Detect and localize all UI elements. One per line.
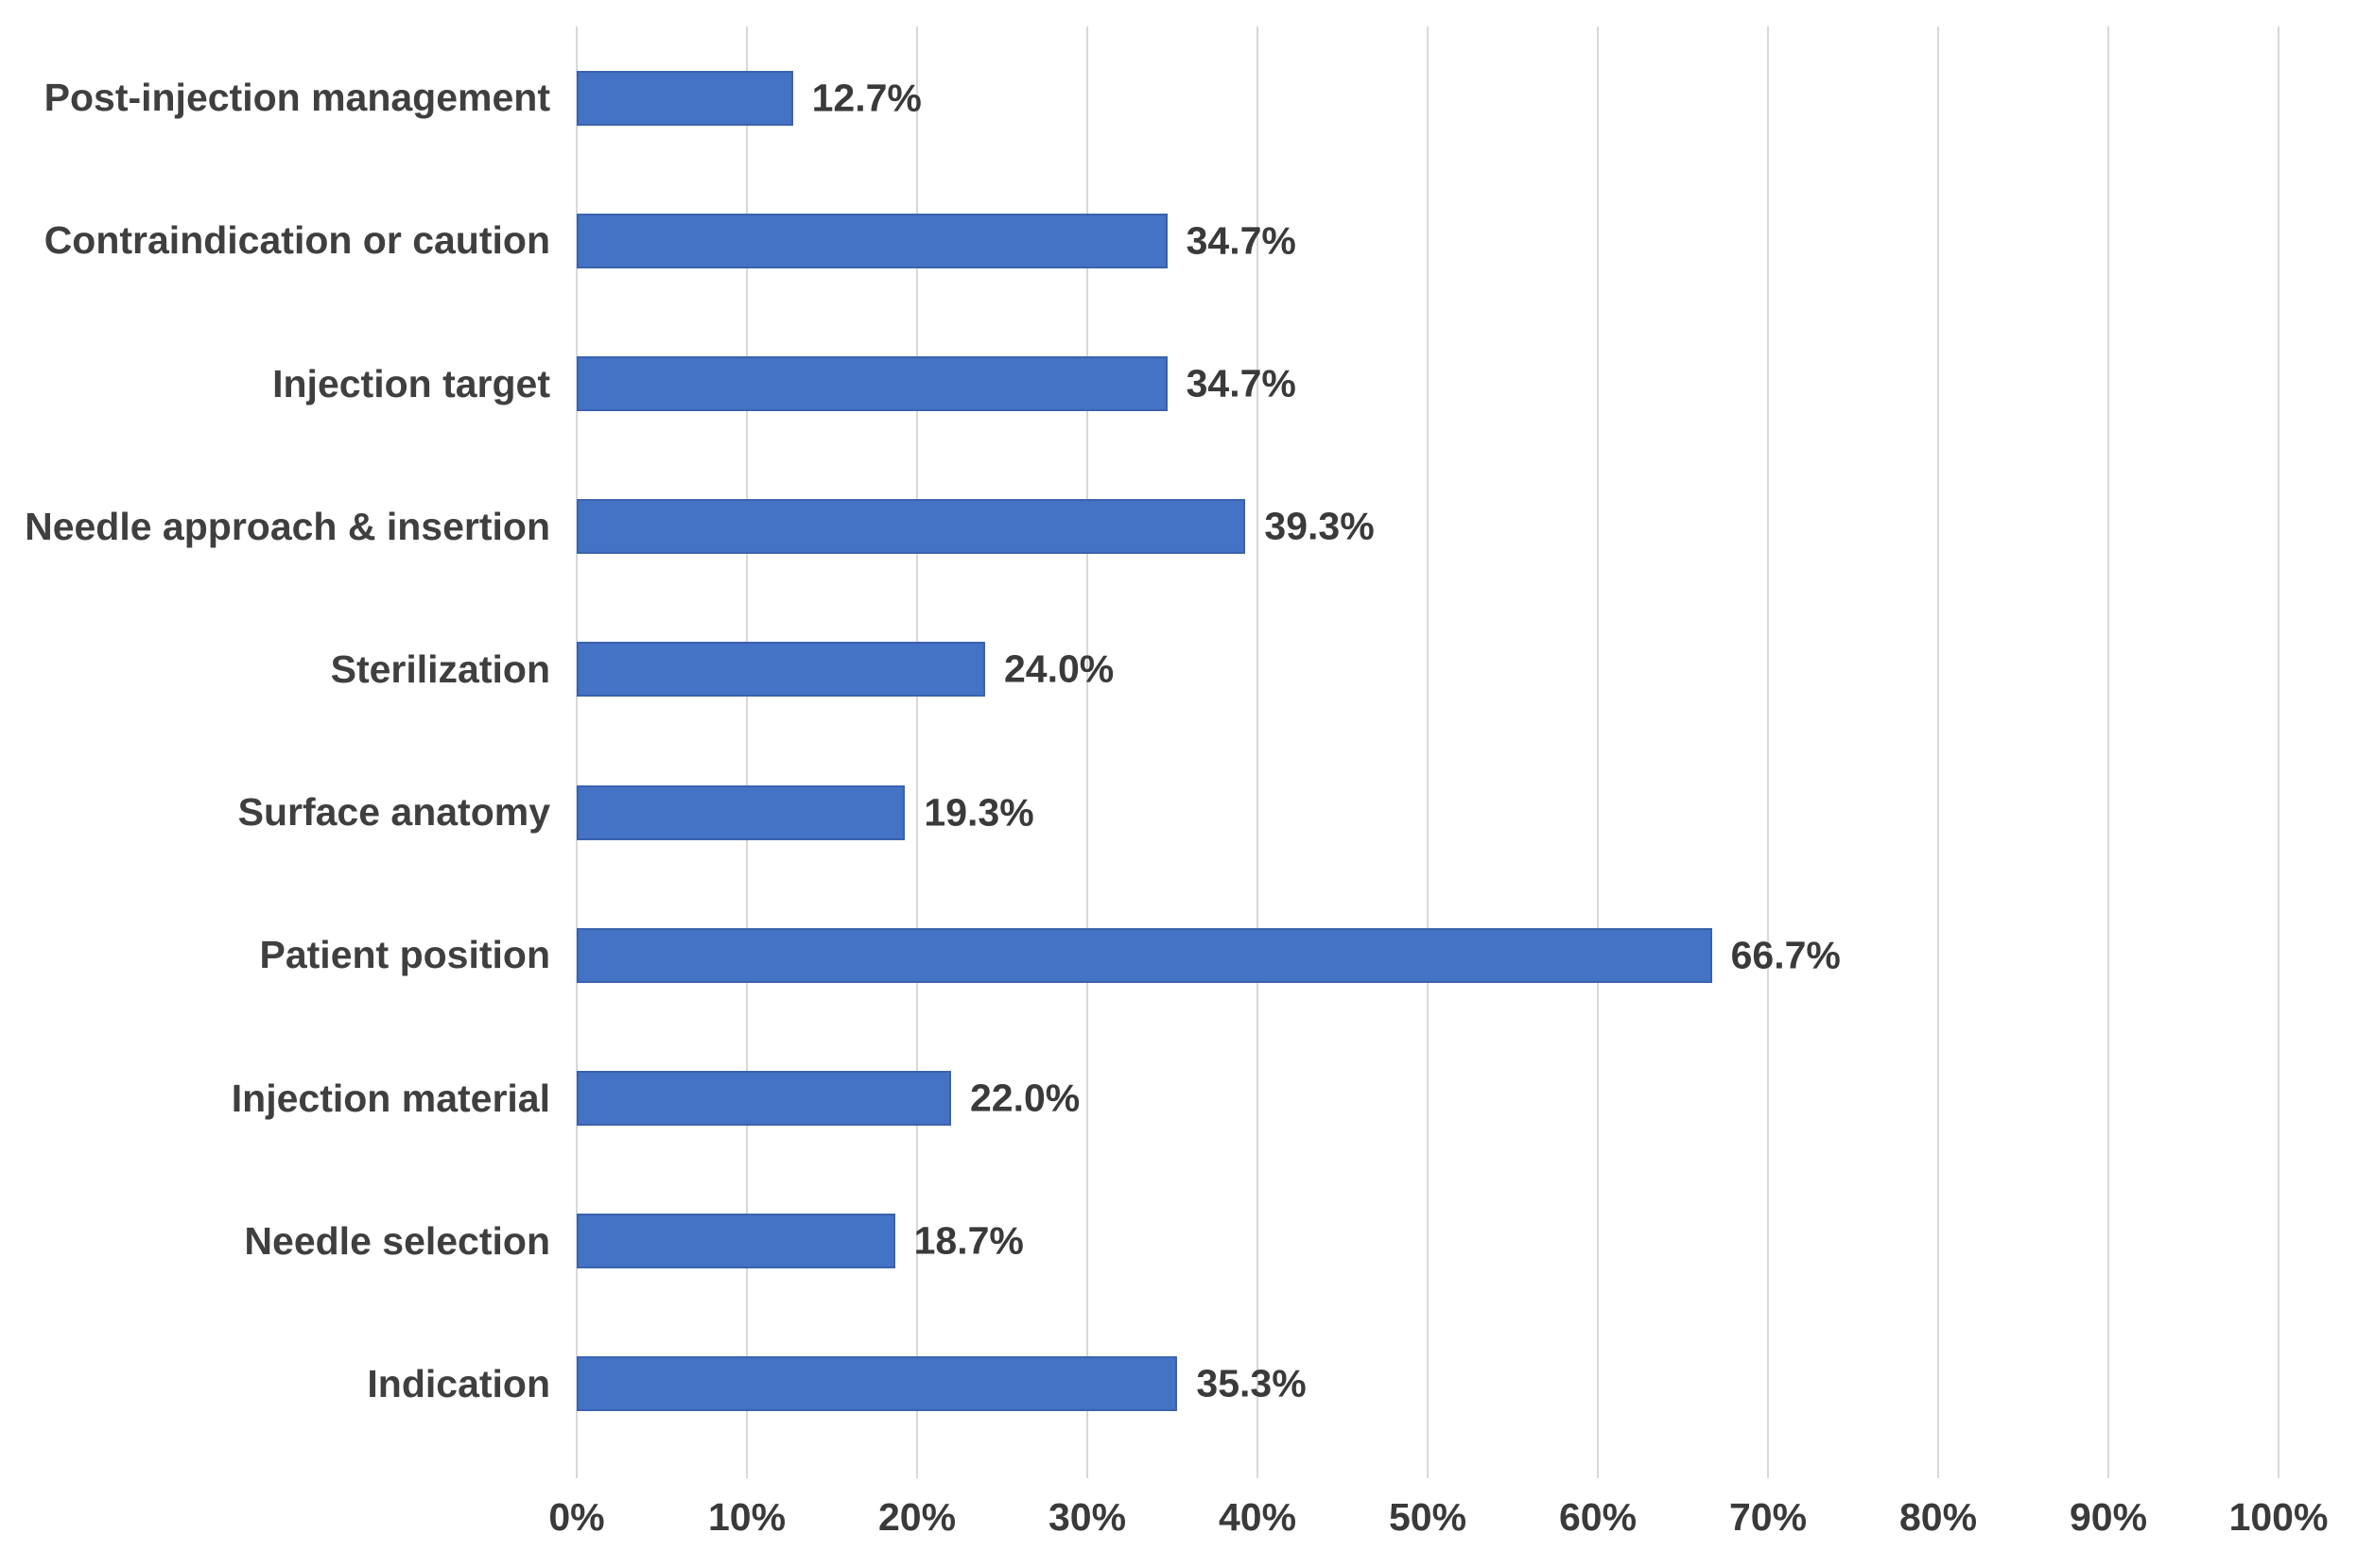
bar [577, 642, 985, 698]
bar [577, 213, 1168, 268]
x-tick-label: 90% [2069, 1495, 2148, 1539]
bar [577, 499, 1246, 555]
gridline [746, 26, 748, 1478]
x-tick-label: 10% [707, 1495, 787, 1539]
value-label: 18.7% [913, 1218, 1024, 1263]
bar [577, 70, 793, 126]
value-label: 34.7% [1186, 361, 1296, 405]
category-label: Indication [367, 1361, 550, 1405]
bar-row: Needle selection 18.7% [0, 1170, 2357, 1313]
bar [577, 1356, 1178, 1412]
category-label: Post-injection management [43, 76, 550, 120]
x-tick-label: 50% [1388, 1495, 1467, 1539]
gridline [1937, 26, 1939, 1478]
value-label: 22.0% [970, 1076, 1081, 1120]
bar [577, 1071, 951, 1127]
bar [577, 784, 906, 840]
gridline [576, 26, 578, 1478]
gridline [2278, 26, 2279, 1478]
value-label: 19.3% [924, 790, 1034, 835]
bar-row: Contraindication or caution 34.7% [0, 169, 2357, 312]
gridline [1767, 26, 1769, 1478]
value-label: 24.0% [1004, 646, 1115, 691]
x-tick-label: 60% [1558, 1495, 1638, 1539]
x-tick-label: 80% [1898, 1495, 1978, 1539]
bar [577, 1214, 895, 1269]
bar-row: Needle approach & insertion 39.3% [0, 456, 2357, 598]
x-tick-label: 0% [548, 1495, 605, 1539]
value-label: 66.7% [1730, 933, 1841, 977]
bar-row: Injection material 22.0% [0, 1026, 2357, 1169]
category-label: Needle approach & insertion [25, 504, 550, 548]
bar-row: Patient position 66.7% [0, 884, 2357, 1026]
bar-rows: Post-injection management 12.7% Contraindi… [0, 26, 2357, 1456]
x-tick-label: 40% [1218, 1495, 1297, 1539]
gridline [1256, 26, 1258, 1478]
gridline [2107, 26, 2109, 1478]
value-label: 39.3% [1264, 504, 1375, 548]
category-label: Contraindication or caution [43, 218, 550, 263]
value-label: 34.7% [1186, 218, 1296, 263]
bar-row: Sterilization 24.0% [0, 598, 2357, 741]
x-tick-label: 70% [1728, 1495, 1808, 1539]
x-tick-label: 100% [2228, 1495, 2329, 1539]
value-label: 35.3% [1196, 1361, 1307, 1405]
x-tick-label: 20% [877, 1495, 957, 1539]
category-label: Patient position [259, 933, 551, 977]
gridline [916, 26, 918, 1478]
bar-row: Injection target 34.7% [0, 312, 2357, 455]
bar-row: Post-injection management 12.7% [0, 26, 2357, 169]
gridline [1427, 26, 1429, 1478]
gridline [1086, 26, 1088, 1478]
bar-row: Surface anatomy 19.3% [0, 741, 2357, 884]
gridline [1597, 26, 1599, 1478]
plot-area [576, 26, 2279, 1478]
category-label: Needle selection [244, 1218, 550, 1263]
category-label: Injection target [272, 361, 550, 405]
bar-row: Indication 35.3% [0, 1313, 2357, 1456]
bar [577, 927, 1712, 983]
bar [577, 356, 1168, 411]
x-axis: 0% 10% 20% 30% 40% 50% 60% 70% 80% 90% 100% [0, 1478, 2357, 1544]
value-label: 12.7% [811, 76, 922, 120]
category-label: Sterilization [330, 646, 550, 691]
x-tick-label: 30% [1048, 1495, 1127, 1539]
category-label: Surface anatomy [237, 790, 550, 835]
category-label: Injection material [231, 1076, 550, 1120]
